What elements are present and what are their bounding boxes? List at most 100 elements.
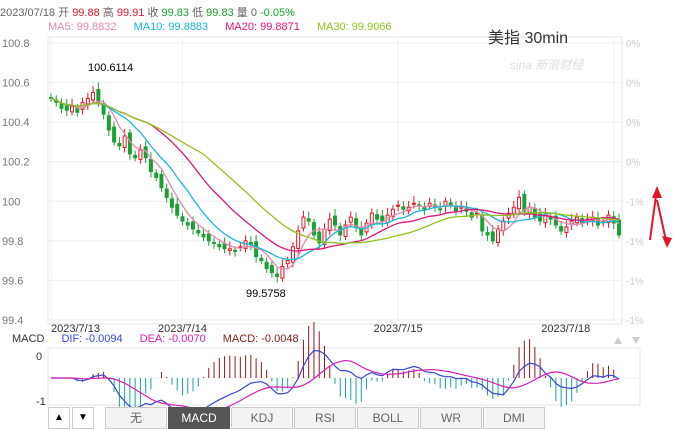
candle-body (91, 91, 96, 101)
candle-body (175, 203, 180, 216)
candle-body (70, 105, 75, 113)
triangle-up-icon (614, 337, 622, 344)
candle-body (396, 204, 401, 207)
candle-body (180, 216, 185, 222)
candle-body (496, 228, 501, 243)
candle-body (154, 172, 159, 179)
candle-body (564, 226, 569, 234)
close-label: 收 (147, 7, 159, 19)
candle-body (233, 249, 238, 252)
dif-legend: DIF: -0.0094 (61, 333, 123, 345)
candle-body (327, 218, 332, 232)
low-label: 低 (192, 7, 204, 19)
tab-kdj[interactable]: KDJ (231, 407, 293, 429)
right-axis-label: 0% (626, 158, 641, 169)
candle-body (411, 202, 416, 205)
scroll-up-button[interactable]: ▲ (48, 407, 70, 429)
candle-body (285, 260, 290, 265)
candle-body (85, 97, 90, 105)
macd-axis-label: 0 (36, 351, 42, 363)
tab-macd[interactable]: MACD (168, 407, 230, 429)
ohlc-info-bar: 2023/07/18 开 99.88 高 99.91 收 99.83 低 99.… (0, 4, 295, 20)
candle-body (617, 219, 621, 236)
high-label: 高 (102, 7, 114, 19)
right-axis-label: 0% (626, 79, 641, 90)
candle-body (196, 230, 201, 234)
x-tick-label: 2023/7/13 (51, 323, 100, 335)
candle-body (317, 231, 322, 244)
candle-body (148, 158, 153, 173)
dif-line (51, 349, 620, 416)
candle-body (306, 218, 311, 222)
candle-body (169, 198, 174, 208)
ma30-line (50, 97, 620, 244)
triangle-down-icon (632, 337, 640, 344)
ma20-legend: MA20: 99.8871 (225, 21, 300, 33)
candle-body (522, 193, 527, 212)
candle-body (290, 246, 295, 263)
y-tick-label: 99.8 (2, 236, 23, 248)
candle-body (185, 222, 190, 226)
x-tick-label: 2023/7/15 (374, 323, 423, 335)
tab-wr[interactable]: WR (420, 407, 482, 429)
y-tick-label: 100.6 (2, 78, 30, 90)
low-value: 99.83 (206, 7, 234, 19)
volume-label: 量 (236, 7, 248, 19)
macd-value-legend: MACD: -0.0048 (222, 333, 299, 345)
candle-body (269, 265, 274, 274)
open-value: 99.88 (72, 7, 100, 19)
arrow-down-icon (662, 236, 672, 248)
candle-body (438, 208, 443, 211)
ma10-line (50, 97, 620, 261)
sina-watermark-logo: sina 新浪财经 (510, 58, 584, 72)
symbol-title: 美指 30min (488, 30, 569, 47)
candle-body (96, 88, 101, 103)
scroll-down-button[interactable]: ▼ (72, 407, 94, 429)
candle-body (311, 222, 316, 236)
candle-body (191, 221, 195, 230)
candle-body (133, 154, 138, 159)
ma30-legend: MA30: 99.9066 (316, 21, 392, 33)
right-axis-label: 0% (626, 39, 641, 50)
candle-body (59, 103, 64, 109)
change-percent: -0.05% (260, 7, 295, 19)
right-axis-label: -1% (626, 276, 644, 287)
macd-axis-label: -1 (36, 396, 46, 408)
candle-body (275, 273, 280, 277)
candle-body (343, 224, 348, 238)
ma5-legend: MA5: 99.8832 (48, 21, 117, 33)
candle-body (227, 248, 232, 251)
candle-body (222, 243, 227, 250)
candle-body (333, 215, 337, 226)
y-tick-label: 100.4 (2, 117, 30, 129)
candle-body (401, 206, 406, 210)
volume-value: 0 (250, 7, 257, 19)
dea-line (51, 359, 620, 412)
candle-body (112, 126, 117, 143)
tab-dmi[interactable]: DMI (483, 407, 545, 429)
ma5-line (50, 97, 620, 270)
y-tick-label: 99.4 (2, 315, 23, 327)
candle-body (217, 243, 222, 248)
macd-label: MACD (12, 333, 45, 345)
candle-body (75, 107, 80, 113)
candle-body (206, 233, 211, 242)
candle-body (259, 257, 264, 262)
y-tick-label: 100 (2, 196, 20, 208)
candle-body (296, 230, 301, 249)
arrow-up-icon (652, 186, 662, 198)
tab-rsi[interactable]: RSI (294, 407, 356, 429)
candle-body (375, 214, 380, 220)
candle-body (348, 216, 353, 223)
tab-boll[interactable]: BOLL (357, 407, 419, 429)
candle-body (138, 149, 143, 160)
candle-body (212, 241, 217, 244)
candle-body (569, 220, 574, 225)
candle-body (280, 266, 285, 279)
tab-none[interactable]: 无 (105, 407, 167, 429)
candle-body (159, 174, 164, 188)
chart-frame (47, 36, 623, 325)
candle-body (254, 241, 259, 258)
candle-body (117, 143, 122, 147)
